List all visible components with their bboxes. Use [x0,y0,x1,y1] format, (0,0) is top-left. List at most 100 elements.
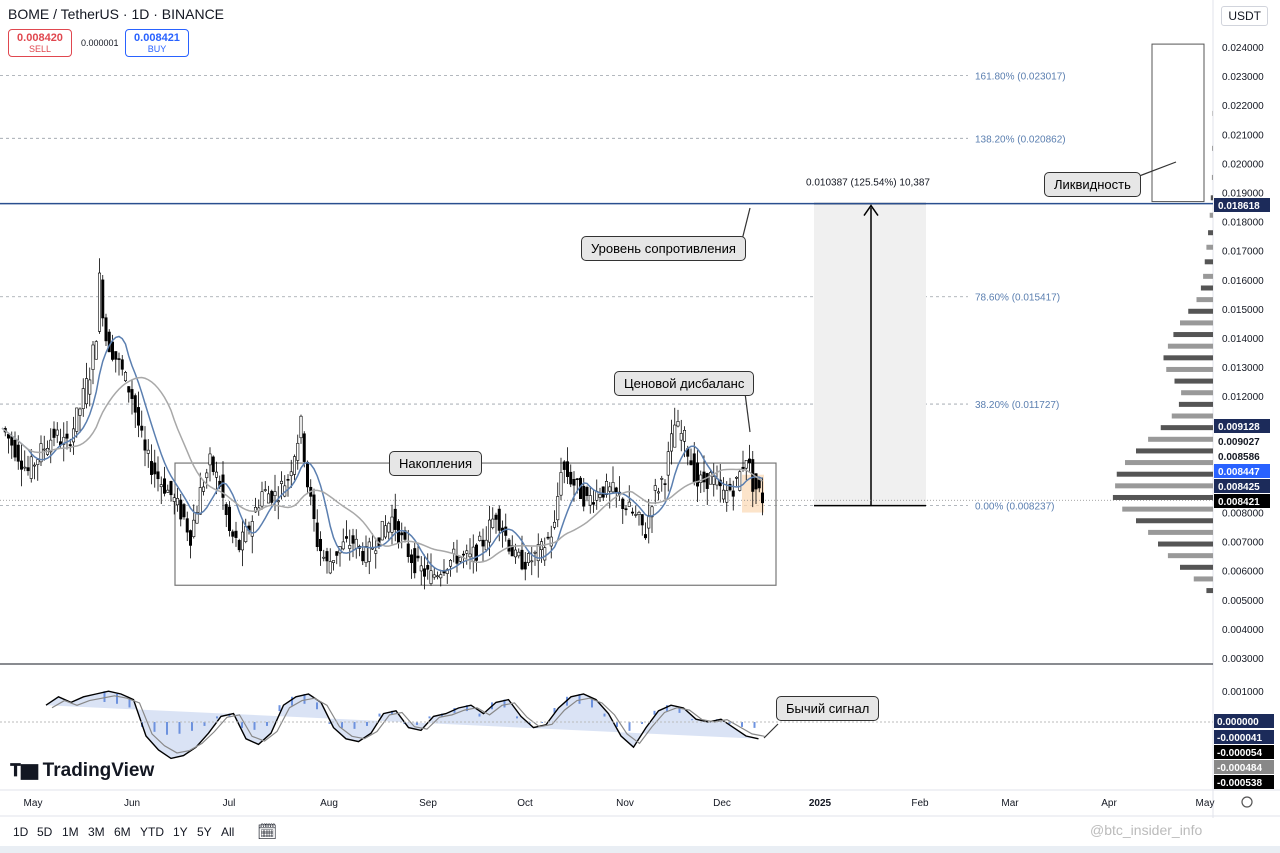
candle-body [49,439,53,453]
candle-body [244,526,248,542]
volume-profile-bar [1166,366,1213,372]
candle-body [513,549,517,558]
macd-hist-bar [641,722,643,724]
macd-hist-bar [416,722,418,725]
macd-hist-bar [628,722,631,731]
candle-body [254,506,258,513]
volume-profile-bar [1181,390,1213,396]
tf-ytd[interactable]: YTD [140,825,164,839]
volume-profile-bar [1160,425,1213,431]
volume-profile-bar [1193,576,1213,582]
buy-button[interactable]: 0.008421 BUY [125,29,189,57]
candle-body [608,486,612,492]
candle-body [114,351,118,360]
settings-gear-icon[interactable] [1241,796,1253,808]
tf-1m[interactable]: 1M [62,825,79,839]
candle-body [299,415,303,439]
volume-profile-bar [1206,588,1213,594]
candle-body [474,544,478,561]
candle-body [757,479,761,489]
candle-body [419,565,423,572]
tf-6m[interactable]: 6M [114,825,131,839]
candle-body [302,433,306,462]
macd-hist-bar [153,722,156,732]
date-range-icon[interactable]: 🗓 [257,824,278,841]
candle-body [458,556,462,562]
tf-1y[interactable]: 1Y [173,825,188,839]
candle-body [195,512,199,524]
liquidity-pointer [1133,161,1177,179]
volume-profile-bar [1203,273,1213,279]
candle-body [575,478,579,480]
osc-label: -0.000484 [1217,763,1262,774]
osc-label: -0.000054 [1217,748,1262,759]
currency-selector[interactable]: USDT [1221,6,1268,26]
x-tick-label: Feb [911,798,929,809]
macd-hist-bar [428,716,431,719]
candle-body [744,460,748,469]
osc-label-bg [1214,775,1274,789]
candle-body [150,461,154,475]
y-tick-label: 0.016000 [1222,276,1264,287]
candle-body [237,540,241,551]
candle-body [754,473,758,490]
candle-body [484,539,488,551]
candle-body [530,560,534,563]
candle-body [637,512,641,515]
macd-hist-bar [603,713,606,717]
price-label: 0.009027 [1218,437,1260,448]
candle-body [546,536,550,539]
candle-body [341,541,345,550]
volume-profile-bar [1174,378,1213,384]
y-tick-label: 0.004000 [1222,625,1264,636]
x-tick-label: May [1196,798,1215,809]
bull-signal-callout: Бычий сигнал [776,696,880,721]
sell-button[interactable]: 0.008420 SELL [8,29,72,57]
x-tick-label: 2025 [809,798,832,809]
candle-body [614,487,618,493]
candle-body [491,518,495,528]
accumulation-callout: Накопления [389,451,483,476]
candle-body [634,514,638,516]
tf-5d[interactable]: 5D [37,825,53,839]
candle-body [101,279,105,319]
candle-body [374,550,378,554]
volume-profile-bar [1136,518,1213,524]
tf-5y[interactable]: 5Y [197,825,212,839]
candle-body [205,472,209,479]
x-tick-label: May [24,798,43,809]
candle-body [52,428,56,438]
tf-1d[interactable]: 1D [13,825,29,839]
tf-all[interactable]: All [221,825,235,839]
volume-profile-bar [1196,297,1213,303]
candle-body [390,516,394,533]
candle-body [279,480,283,484]
candle-body [692,453,696,483]
candle-body [266,493,270,504]
candle-body [439,574,443,579]
candle-body [7,434,11,439]
candle-body [478,535,482,541]
candle-body [231,531,235,537]
macd-hist-bar [353,722,356,729]
candle-body [55,429,59,436]
volume-profile-bar [1206,244,1213,250]
candle-body [543,547,547,561]
price-label-bg [1214,449,1270,463]
candle-body [26,467,30,472]
osc-label-bg [1214,714,1274,728]
y-tick-label: 0.024000 [1222,43,1264,54]
candle-body [695,462,699,487]
tf-3m[interactable]: 3M [88,825,105,839]
macd-hist-bar [278,705,281,712]
candle-body [536,544,540,562]
tradingview-logo: 𝐓▇ TradingView [10,760,155,781]
candle-body [224,504,228,515]
price-label-bg [1214,494,1270,508]
fib-level-label: 38.20% (0.011727) [975,400,1059,411]
candle-body [130,389,134,399]
volume-profile-bar [1178,401,1213,407]
macd-hist-bar [291,696,293,706]
volume-profile-bar [1136,448,1213,454]
